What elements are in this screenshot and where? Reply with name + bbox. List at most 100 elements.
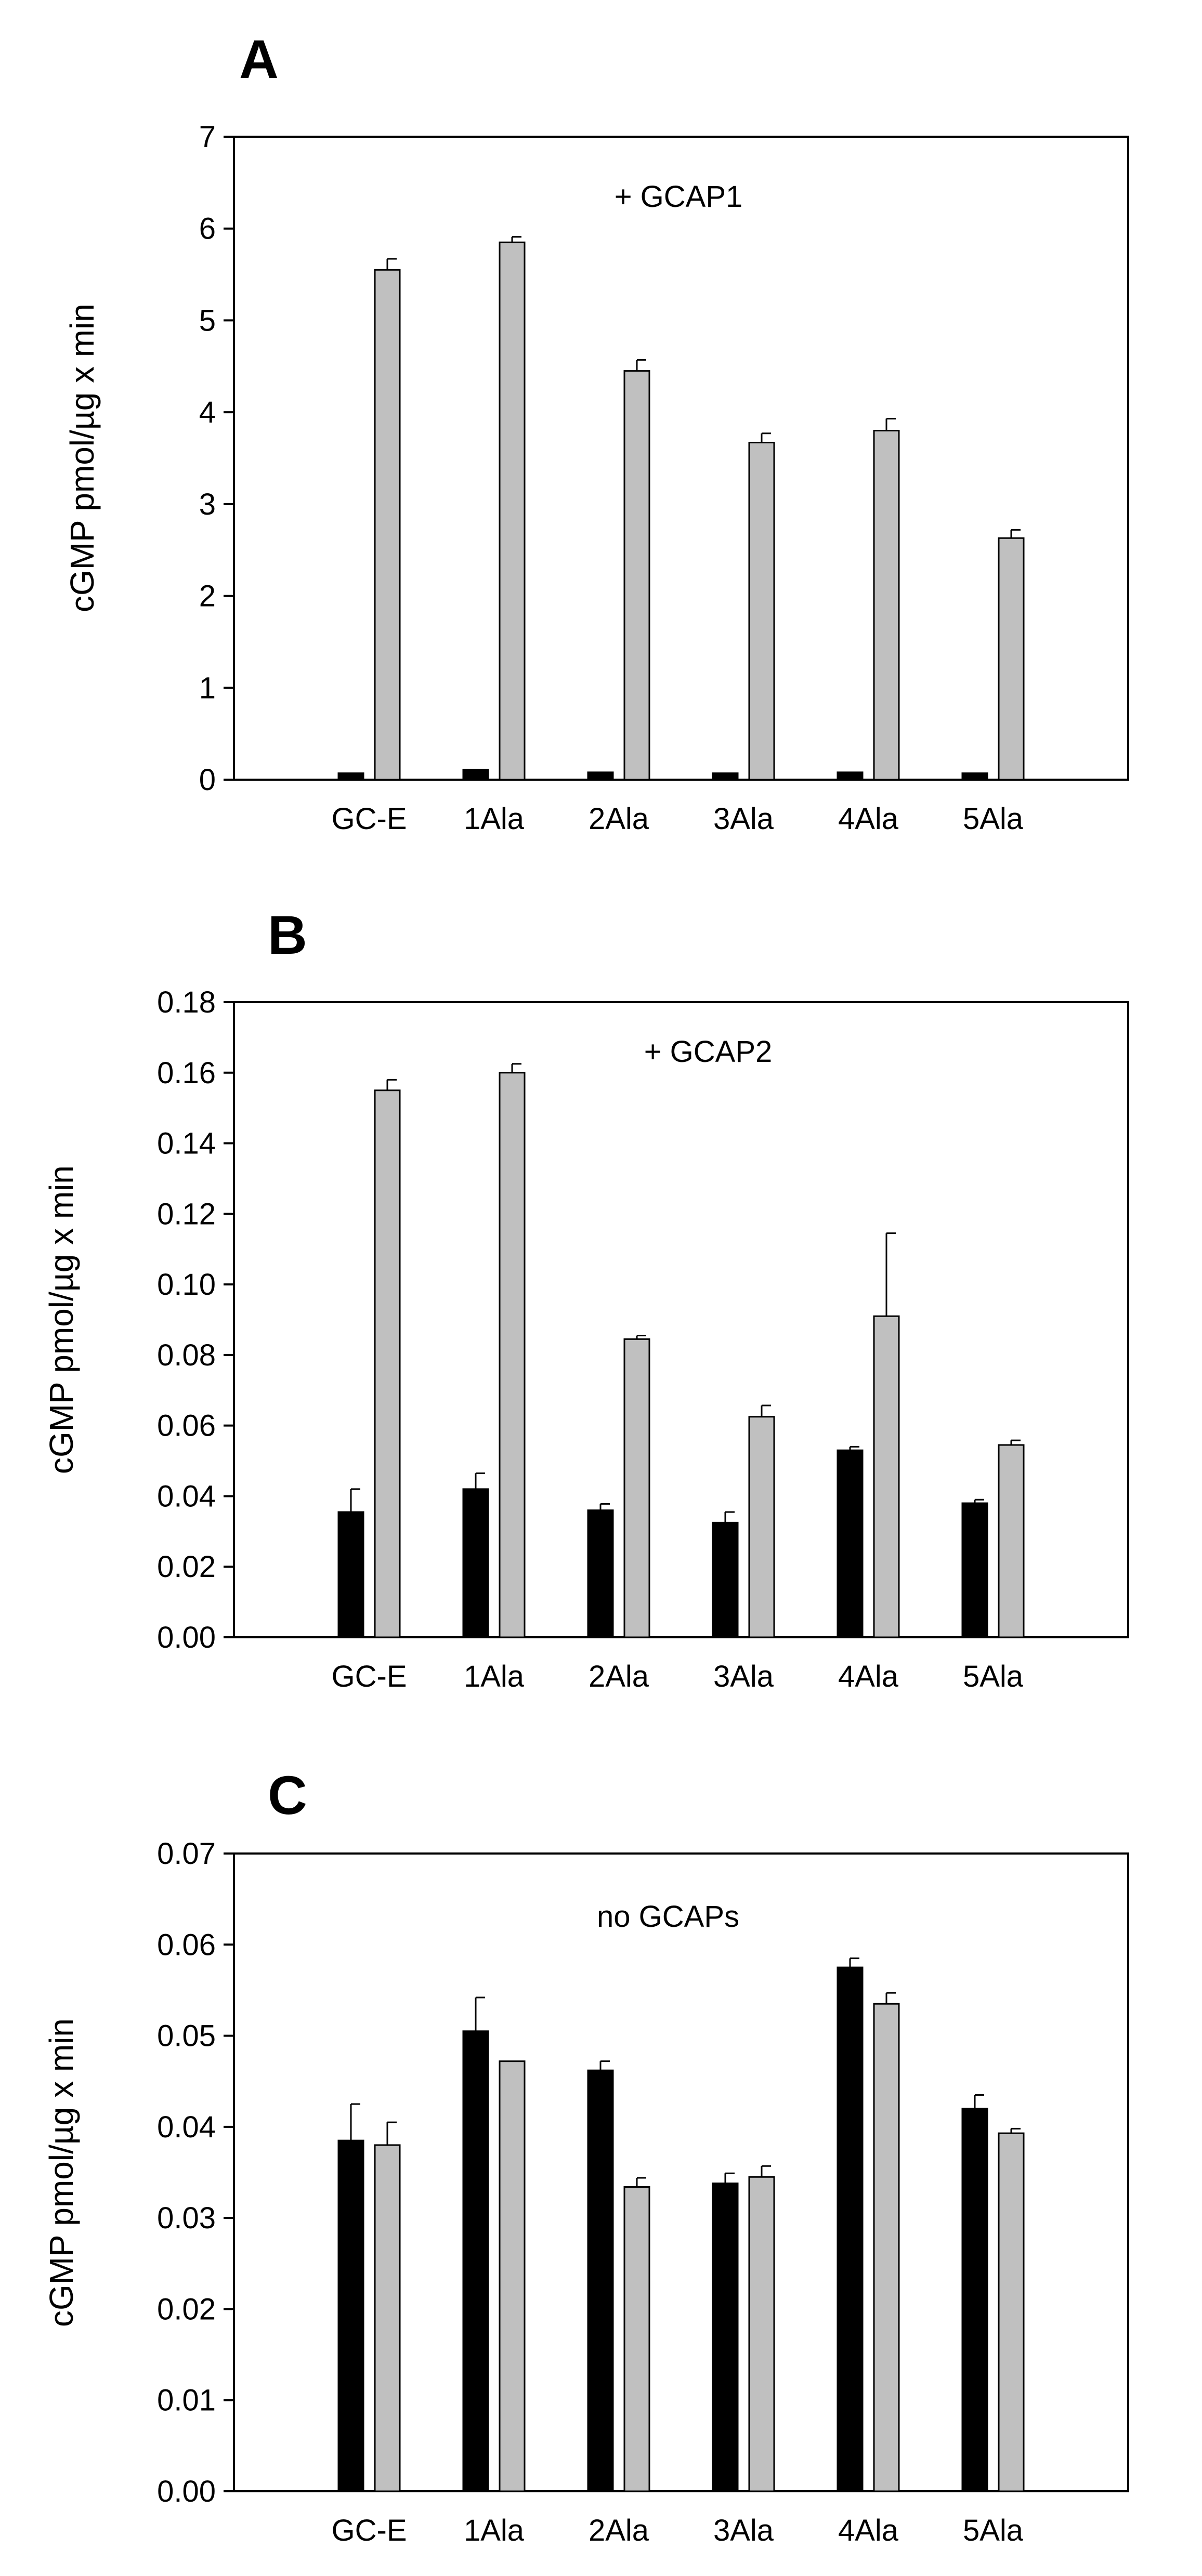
bar-gray	[873, 1315, 900, 1638]
y-axis-label: cGMP pmol/µg x min	[43, 1165, 80, 1474]
x-axis-categories: GC-E 1Ala 2Ala 3Ala 4Ala 5Ala	[332, 802, 1024, 836]
bar-black	[587, 2069, 614, 2492]
panel-annotation: no GCAPs	[597, 1900, 739, 1934]
bar-gray	[748, 441, 775, 781]
x-axis-categories: GC-E 1Ala 2Ala 3Ala 4Ala 5Ala	[332, 1660, 1024, 1693]
bar-gray	[374, 1089, 401, 1638]
y-tick-label: 6	[199, 212, 216, 246]
bar-black	[337, 1511, 364, 1638]
x-category-label: 3Ala	[713, 1660, 774, 1693]
x-category-label: 3Ala	[713, 2514, 774, 2547]
bar-gray	[374, 269, 401, 781]
plot-frame	[233, 1001, 1129, 1638]
y-axis-ticks: 0 1 2 3 4 5 6 7	[199, 120, 234, 797]
bar-gray	[374, 2144, 401, 2492]
y-tick-label: 0.02	[157, 2292, 216, 2326]
bar-gray	[998, 537, 1025, 781]
bar-black	[837, 771, 864, 781]
x-category-label: GC-E	[332, 2514, 407, 2547]
bar-black	[837, 1966, 864, 2492]
y-axis-ticks: 0.00 0.02 0.04 0.06 0.08 0.10 0.12 0.14 0.16 0.18	[157, 985, 234, 1654]
y-tick-label: 0.08	[157, 1338, 216, 1372]
bars	[337, 1063, 1025, 1638]
x-category-label: 2Ala	[589, 2514, 649, 2547]
x-category-label: 5Ala	[963, 1660, 1024, 1693]
y-tick-label: 4	[199, 396, 216, 429]
y-tick-label: 0.18	[157, 985, 216, 1019]
y-tick-label: 0.07	[157, 1837, 216, 1871]
bar-gray	[623, 370, 650, 781]
bars	[337, 1957, 1025, 2492]
bar-gray	[623, 1338, 650, 1638]
plot-frame	[233, 1852, 1129, 2492]
x-category-label: 5Ala	[963, 2514, 1024, 2547]
panel-annotation: + GCAP2	[644, 1035, 773, 1069]
bar-gray	[873, 429, 900, 781]
y-tick-label: 5	[199, 304, 216, 337]
y-tick-label: 0	[199, 763, 216, 797]
y-axis-label: cGMP pmol/µg x min	[63, 304, 101, 612]
chart-panel-b: B cGMP pmol/µg x min + GCAP2 0.00 0.02 0.0…	[43, 905, 1129, 1693]
y-tick-label: 0.12	[157, 1197, 216, 1231]
bar-black	[462, 2030, 489, 2492]
bar-black	[462, 769, 489, 781]
y-tick-label: 0.02	[157, 1550, 216, 1584]
x-category-label: 4Ala	[838, 1660, 899, 1693]
y-tick-label: 0.06	[157, 1928, 216, 1962]
bar-gray	[623, 2186, 650, 2492]
x-axis-categories: GC-E 1Ala 2Ala 3Ala 4Ala 5Ala	[332, 2514, 1024, 2547]
x-category-label: 2Ala	[589, 802, 649, 836]
x-category-label: 4Ala	[838, 2514, 899, 2547]
bar-gray	[873, 2003, 900, 2492]
panel-letter-a: A	[239, 29, 279, 90]
panel-letter-c: C	[268, 1765, 307, 1826]
bar-black	[837, 1449, 864, 1638]
y-tick-label: 3	[199, 488, 216, 521]
y-tick-label: 2	[199, 580, 216, 613]
bar-black	[712, 1521, 739, 1638]
bar-black	[712, 772, 739, 781]
panel-annotation: + GCAP1	[615, 180, 743, 214]
chart-panel-c: C cGMP pmol/µg x min no GCAPs 0.00 0.01 0.…	[43, 1765, 1129, 2547]
bars	[337, 236, 1025, 781]
plot-frame	[233, 136, 1129, 781]
x-category-label: GC-E	[332, 1660, 407, 1693]
bar-black	[961, 2108, 988, 2492]
panel-letter-b: B	[268, 905, 307, 966]
y-tick-label: 0.03	[157, 2201, 216, 2235]
bar-black	[337, 2139, 364, 2492]
x-category-label: 1Ala	[464, 802, 525, 836]
y-tick-label: 0.14	[157, 1127, 216, 1161]
bar-gray	[748, 1416, 775, 1638]
bar-gray	[748, 2176, 775, 2492]
y-axis-ticks: 0.00 0.01 0.02 0.03 0.04 0.05 0.06 0.07	[157, 1837, 234, 2508]
y-tick-label: 0.00	[157, 2475, 216, 2508]
bar-gray	[499, 241, 526, 781]
x-category-label: 4Ala	[838, 802, 899, 836]
bar-black	[337, 772, 364, 781]
y-tick-label: 1	[199, 671, 216, 705]
bar-black	[712, 2183, 739, 2492]
bar-gray	[499, 2060, 526, 2492]
x-category-label: 1Ala	[464, 2514, 525, 2547]
y-axis-label: cGMP pmol/µg x min	[43, 2018, 80, 2327]
bar-black	[462, 1488, 489, 1638]
bar-black	[587, 771, 614, 781]
x-category-label: 5Ala	[963, 802, 1024, 836]
bar-black	[961, 1502, 988, 1638]
y-tick-label: 0.00	[157, 1621, 216, 1654]
y-tick-label: 0.16	[157, 1056, 216, 1090]
bar-gray	[998, 2132, 1025, 2492]
y-tick-label: 0.10	[157, 1268, 216, 1302]
x-category-label: 2Ala	[589, 1660, 649, 1693]
y-tick-label: 0.04	[157, 1479, 216, 1513]
x-category-label: 3Ala	[713, 802, 774, 836]
y-tick-label: 0.01	[157, 2384, 216, 2417]
bar-gray	[998, 1444, 1025, 1638]
bar-black	[587, 1509, 614, 1638]
x-category-label: 1Ala	[464, 1660, 525, 1693]
x-category-label: GC-E	[332, 802, 407, 836]
chart-panel-a: A cGMP pmol/µg x min + GCAP1 0 1 2 3 4 5 6 7 GC…	[63, 29, 1129, 836]
y-tick-label: 0.05	[157, 2019, 216, 2053]
